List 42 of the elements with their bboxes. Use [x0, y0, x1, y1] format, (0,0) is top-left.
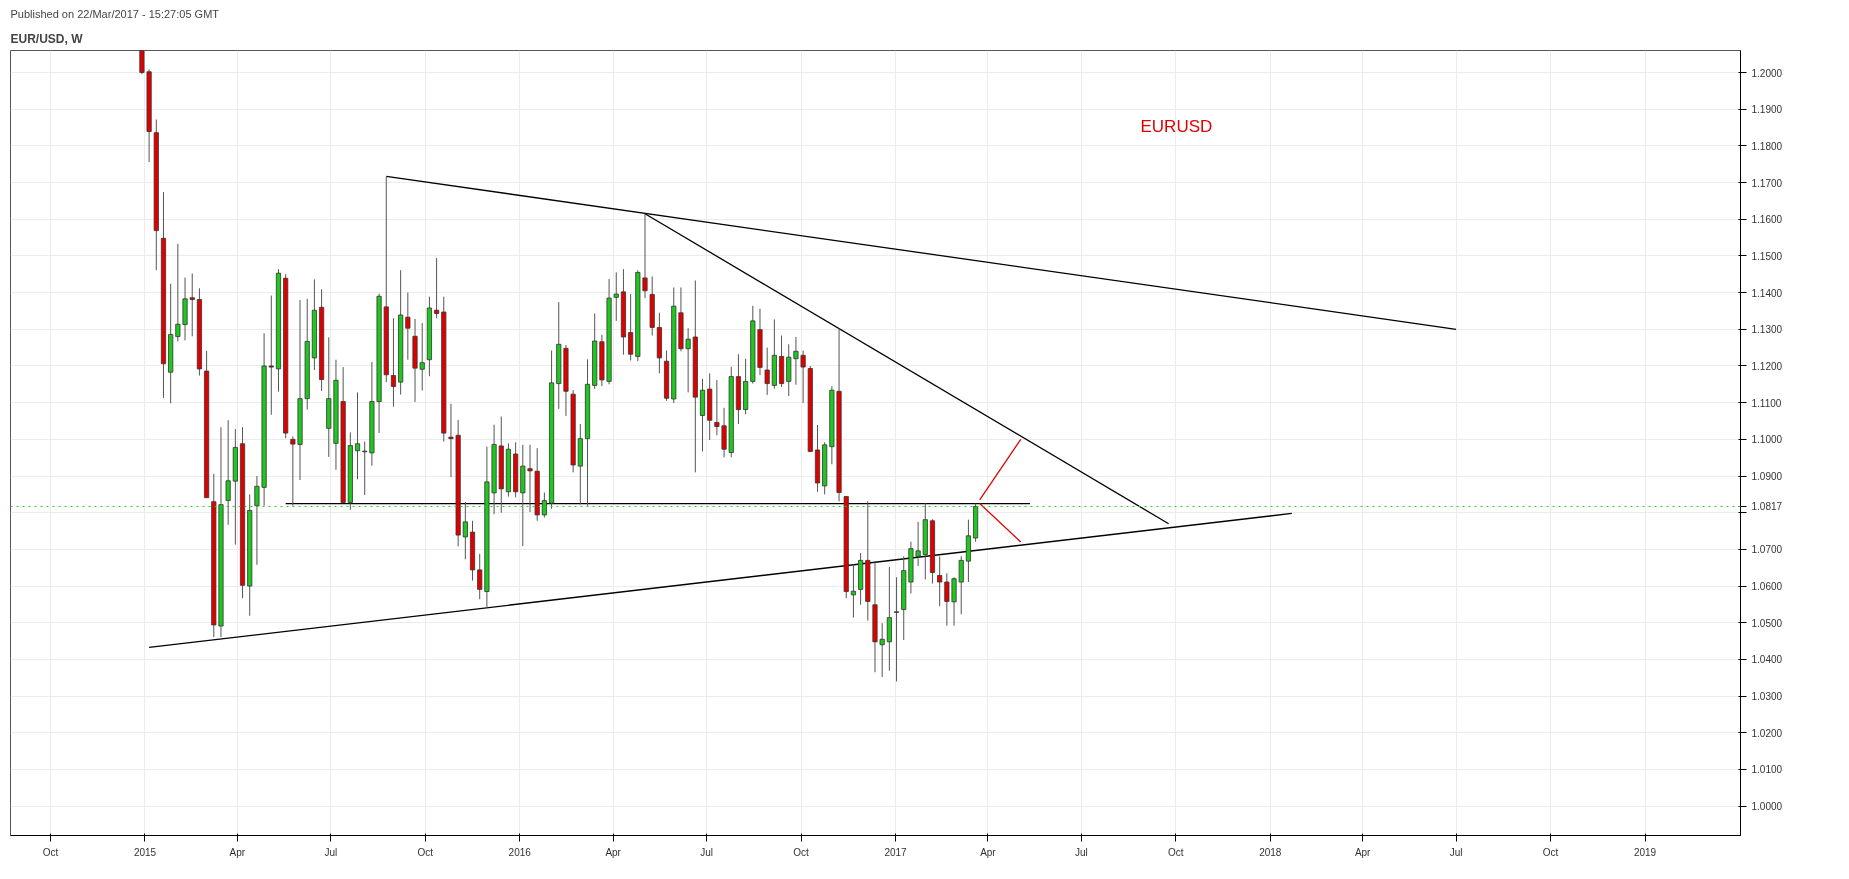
y-tick-label: 1.1200 — [1751, 360, 1783, 372]
x-tick-label: 2018 — [1259, 846, 1282, 858]
x-tick-label: 2016 — [508, 846, 532, 858]
y-tick-label: 1.1900 — [1751, 104, 1783, 116]
y-tick-label: 1.0200 — [1751, 727, 1783, 739]
y-tick-label: 1.0400 — [1751, 654, 1783, 666]
y-tick-label: 1.0500 — [1751, 617, 1783, 629]
x-tick-label: Jul — [1074, 846, 1088, 858]
x-tick-label: Oct — [1542, 846, 1559, 858]
y-tick-label: 1.0300 — [1751, 691, 1783, 703]
y-tick-label: 1.0000 — [1751, 801, 1783, 813]
x-tick-label: Apr — [605, 846, 622, 858]
x-tick-label: Apr — [980, 846, 997, 858]
text: Published on 22/Mar/2017 - 15:27:05 GMT — [10, 7, 220, 20]
chart-title: EUR/USD, W — [10, 31, 84, 46]
ref-line-label: 1.0817 — [1751, 501, 1783, 513]
x-tick-label: Oct — [42, 846, 59, 858]
x-tick-label: Apr — [229, 846, 246, 858]
y-tick-label: 1.1600 — [1751, 214, 1783, 226]
y-tick-label: 1.1400 — [1751, 287, 1783, 299]
y-tick-label: 1.1300 — [1751, 324, 1783, 336]
y-tick-label: 1.1800 — [1751, 140, 1783, 152]
y-tick-label: 1.0100 — [1751, 764, 1783, 776]
x-tick-label: Oct — [1168, 846, 1184, 858]
x-tick-label: 2019 — [1633, 846, 1657, 858]
y-tick-label: 1.1000 — [1751, 434, 1783, 446]
y-tick-label: 1.1500 — [1751, 250, 1783, 262]
y-tick-label: 1.2000 — [1751, 67, 1783, 79]
x-tick-label: Oct — [417, 846, 434, 858]
x-tick-label: Jul — [1449, 846, 1463, 858]
y-tick-label: 1.0600 — [1751, 581, 1783, 593]
x-tick-label: Jul — [700, 846, 714, 858]
y-tick-label: 1.0900 — [1751, 471, 1783, 483]
y-tick-label: 1.0700 — [1751, 544, 1783, 556]
annotation: EURUSD — [1140, 116, 1213, 136]
y-tick-label: 1.1700 — [1751, 177, 1783, 189]
x-tick-label: Jul — [324, 846, 338, 858]
x-tick-label: 2015 — [133, 846, 157, 858]
x-tick-label: 2017 — [884, 846, 908, 858]
y-tick-label: 1.1100 — [1751, 397, 1782, 409]
x-tick-label: Apr — [1354, 846, 1372, 858]
x-tick-label: Oct — [793, 846, 810, 858]
